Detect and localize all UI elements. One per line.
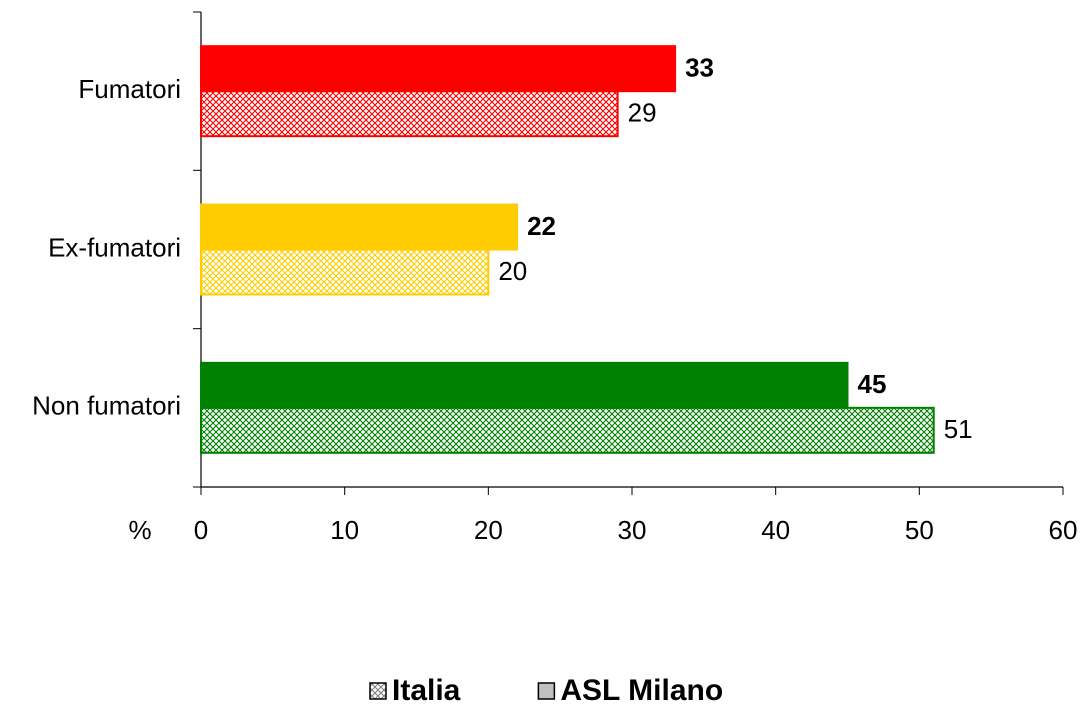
legend-label: Italia <box>392 674 461 707</box>
bar <box>200 90 619 138</box>
x-tick-label: 20 <box>474 515 503 545</box>
x-tick-label: 50 <box>905 515 934 545</box>
value-label: 29 <box>628 98 657 128</box>
value-label: 20 <box>498 256 527 286</box>
value-label: 33 <box>685 53 714 83</box>
value-label: 45 <box>858 369 887 399</box>
x-tick-label: 30 <box>618 515 647 545</box>
x-tick-label: 10 <box>330 515 359 545</box>
legend-swatch <box>369 682 387 700</box>
legend-label: ASL Milano <box>560 674 723 707</box>
value-label: 22 <box>527 211 556 241</box>
bar <box>200 248 490 296</box>
x-tick-label: 0 <box>194 515 208 545</box>
x-tick-label: 40 <box>761 515 790 545</box>
bar <box>200 203 519 251</box>
y-tick-label: Ex-fumatori <box>48 232 181 262</box>
y-tick-label: Fumatori <box>78 74 181 104</box>
x-axis-label: % <box>128 515 151 545</box>
legend-swatch <box>537 682 556 700</box>
bar <box>200 361 849 409</box>
x-tick-label: 60 <box>1049 515 1078 545</box>
bar <box>200 406 935 454</box>
value-label: 51 <box>944 414 973 444</box>
y-tick-label: Non fumatori <box>32 391 181 421</box>
bar <box>200 45 677 93</box>
